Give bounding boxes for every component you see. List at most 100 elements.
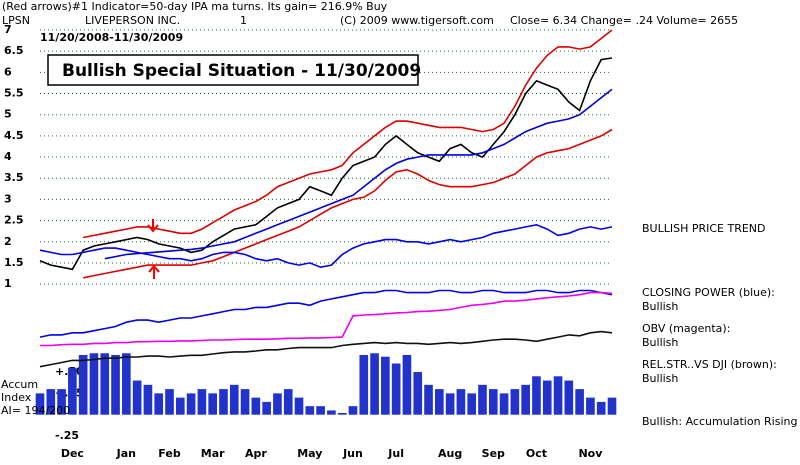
accum-bar — [68, 367, 77, 415]
accum-bar — [197, 389, 207, 415]
x-tick-label: Apr — [245, 447, 267, 460]
series-line — [39, 330, 613, 368]
accum-bar — [435, 389, 444, 415]
accum-bar — [478, 384, 487, 415]
y-tick-label: 6.5 — [4, 44, 24, 57]
series-line — [39, 57, 613, 271]
side-annotation: Bullish — [642, 300, 678, 313]
accum-bar — [370, 353, 379, 415]
y-tick-label: 4.5 — [4, 129, 24, 142]
accum-bar — [35, 393, 45, 415]
y-tick-label: 1 — [4, 277, 12, 290]
accum-bar — [327, 410, 336, 415]
title-box — [47, 54, 419, 86]
accum-bar — [219, 389, 228, 415]
header-text: LPSN — [2, 14, 30, 27]
accum-bar — [532, 376, 541, 415]
header-text: 1 — [240, 14, 247, 27]
series-line — [40, 291, 613, 347]
x-tick-label: Jun — [342, 447, 363, 460]
y-tick-label: 4 — [4, 150, 12, 163]
accum-bar — [510, 389, 520, 415]
series-line — [83, 29, 613, 239]
accum-bar — [499, 393, 509, 415]
accum-bar — [305, 406, 315, 415]
accum-bar — [575, 389, 584, 415]
accum-bar — [186, 393, 196, 415]
series-line — [83, 128, 613, 279]
accum-bar — [294, 397, 304, 415]
y-tick-label: 1.5 — [4, 256, 24, 269]
accum-bar — [229, 384, 239, 415]
chart-title: Bullish Special Situation - 11/30/2009 — [62, 61, 421, 81]
date-range: 11/20/2008-11/30/2009 — [40, 31, 183, 44]
panel-label: Accum — [1, 378, 38, 391]
accum-bar — [424, 384, 433, 415]
y-tick-label: 5 — [4, 108, 12, 121]
accum-bar — [596, 401, 606, 415]
panel-label: Index — [1, 391, 32, 404]
side-annotation: Bullish: Accumulation Rising — [642, 415, 797, 428]
header-text: LIVEPERSON INC. — [85, 14, 180, 27]
accum-bar — [359, 354, 369, 415]
accum-bar — [175, 397, 185, 415]
panel-label: AI= 194/200 — [1, 404, 70, 417]
accum-bar — [89, 353, 99, 415]
header-text: Close= 6.34 Change= .24 Volume= 2655 — [510, 14, 738, 27]
x-tick-label: Nov — [578, 447, 603, 460]
side-annotation: Bullish — [642, 336, 678, 349]
accum-bar — [542, 380, 552, 415]
accum-bar — [240, 389, 250, 415]
accum-bar — [208, 393, 217, 415]
accum-bar — [78, 354, 88, 415]
side-annotation: BULLISH PRICE TREND — [642, 222, 766, 235]
header-text: (Red arrows)#1 Indicator=50-day IPA ma t… — [2, 0, 388, 13]
y-tick-label: 5.5 — [4, 87, 24, 100]
y-tick-label: 3 — [4, 192, 12, 205]
x-tick-label: Oct — [526, 447, 547, 460]
accum-bar — [100, 353, 110, 415]
accum-bar — [381, 356, 390, 415]
header-text: (C) 2009 www.tigersoft.com — [340, 14, 494, 27]
side-annotation: OBV (magenta): — [642, 322, 730, 335]
y-tick-label: 2 — [4, 235, 12, 248]
x-tick-label: Jul — [387, 447, 404, 460]
accum-bar — [607, 397, 617, 415]
accum-bar — [122, 353, 131, 415]
accum-bar — [111, 354, 120, 415]
y-tick-label: 6 — [4, 65, 12, 78]
x-tick-label: Mar — [201, 447, 225, 460]
accum-bar — [467, 393, 477, 415]
series-line — [39, 223, 613, 269]
accum-bar — [564, 380, 574, 415]
accum-bar — [251, 397, 261, 415]
accum-bar — [521, 384, 530, 415]
y-tick-label: 7 — [4, 23, 12, 36]
accum-bar — [57, 389, 66, 415]
accum-bar — [46, 389, 56, 415]
price-panel: 1 1.5 2 2.5 3 3.5 4 4.5 5 5.5 6 6.5 7 Dec Jan Feb Mar Apr… — [4, 23, 613, 460]
x-tick-label: Feb — [158, 447, 181, 460]
accum-bar — [445, 393, 455, 415]
accum-bar — [348, 406, 358, 415]
y-tick-label: -.25 — [55, 429, 79, 442]
signal-arrows — [147, 219, 160, 279]
side-annotation: CLOSING POWER (blue): — [642, 286, 775, 299]
accum-bar — [143, 384, 153, 415]
x-tick-label: Aug — [438, 447, 462, 460]
accum-bar — [337, 412, 347, 415]
accum-bar — [488, 389, 498, 415]
y-tick-label: 3.5 — [4, 171, 24, 184]
y-tick-label: 2.5 — [4, 214, 24, 227]
accum-bar — [456, 389, 466, 415]
accum-bar — [316, 406, 325, 415]
accum-bar — [283, 389, 293, 415]
accum-bar — [553, 376, 563, 415]
accum-bar — [402, 354, 412, 415]
side-annotation: REL.STR..VS DJI (brown): — [642, 358, 777, 371]
x-tick-label: May — [297, 447, 322, 460]
x-tick-label: Jan — [116, 447, 136, 460]
accum-bar — [273, 393, 282, 415]
